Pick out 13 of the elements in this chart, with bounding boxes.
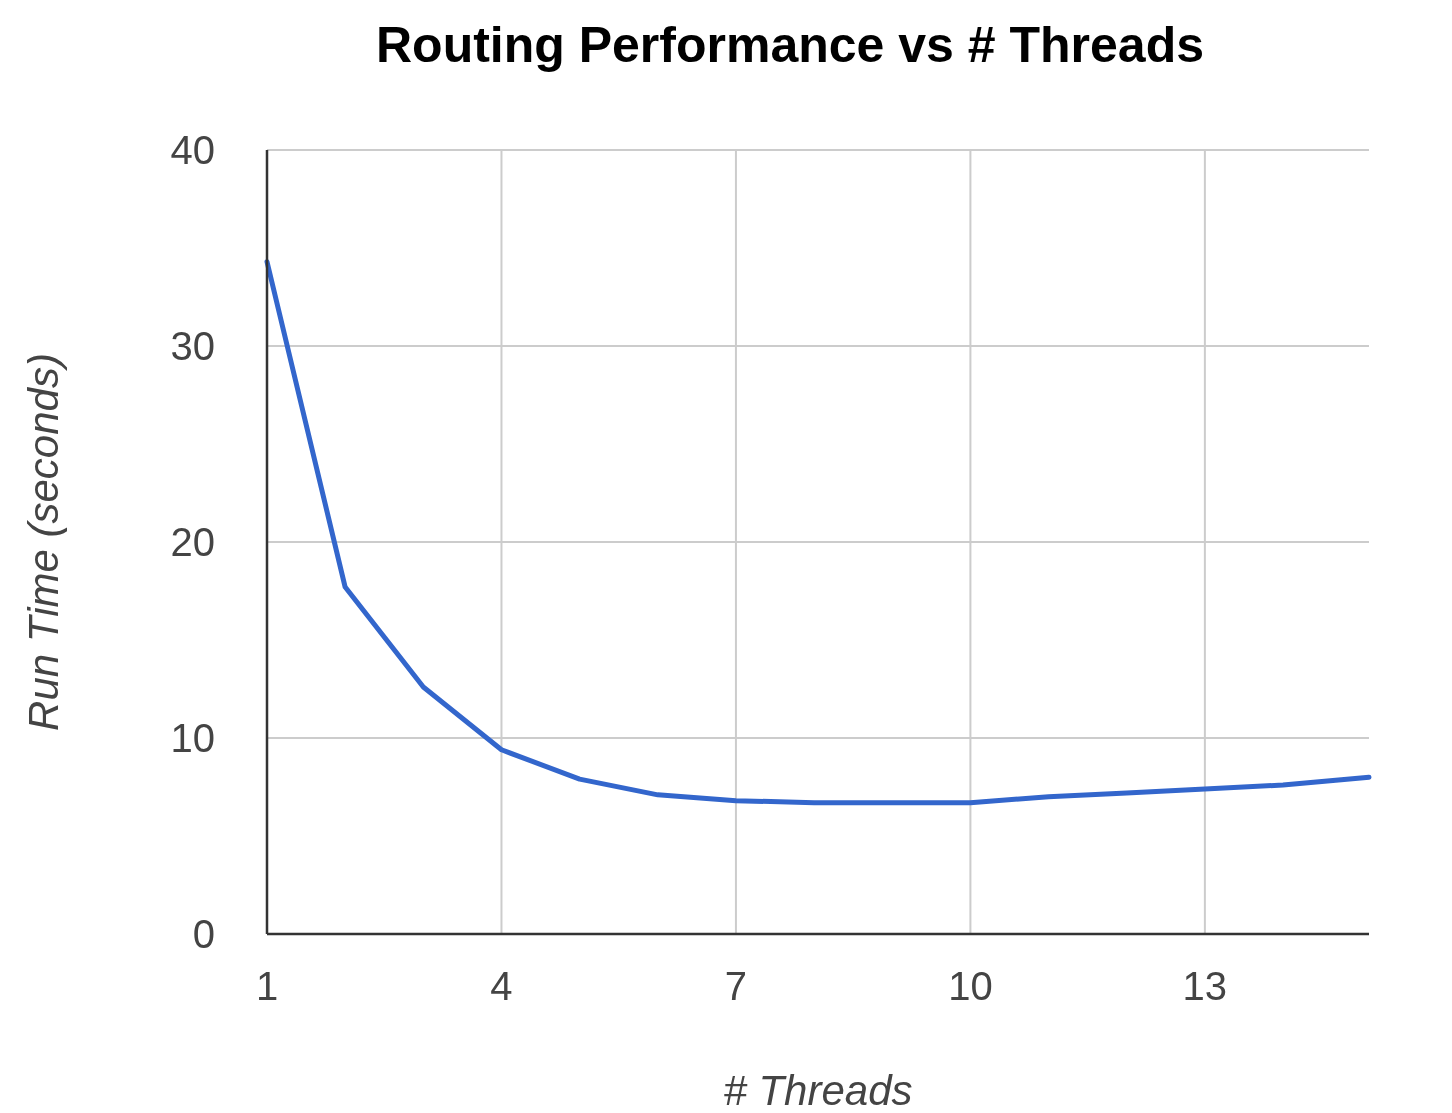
x-tick-label: 13 bbox=[1182, 964, 1228, 1008]
y-tick-label: 20 bbox=[170, 520, 215, 564]
x-tick-label: 4 bbox=[490, 964, 513, 1008]
x-axis-title: # Threads bbox=[723, 1067, 913, 1113]
x-tick-label: 1 bbox=[255, 964, 279, 1008]
y-tick-label: 30 bbox=[170, 324, 215, 368]
x-tick-label: 10 bbox=[948, 964, 993, 1008]
y-tick-label: 40 bbox=[170, 128, 215, 172]
x-tick-label: 7 bbox=[724, 964, 748, 1008]
y-axis-title: Run Time (seconds) bbox=[20, 353, 67, 731]
y-tick-label: 10 bbox=[170, 716, 215, 760]
chart-title: Routing Performance vs # Threads bbox=[375, 17, 1205, 73]
y-tick-label: 0 bbox=[192, 912, 215, 956]
